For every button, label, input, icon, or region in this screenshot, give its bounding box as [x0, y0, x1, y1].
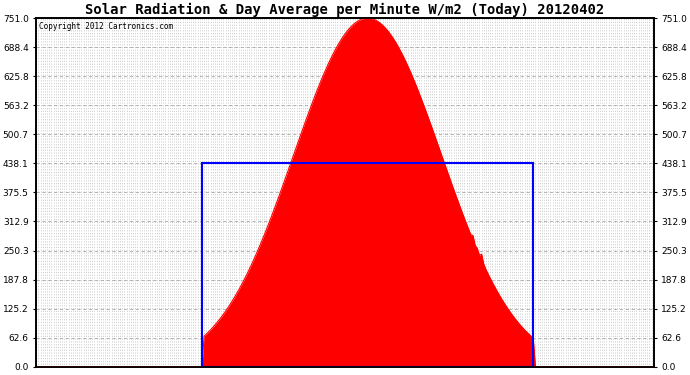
Text: Copyright 2012 Cartronics.com: Copyright 2012 Cartronics.com [39, 22, 173, 31]
Title: Solar Radiation & Day Average per Minute W/m2 (Today) 20120402: Solar Radiation & Day Average per Minute… [86, 3, 604, 17]
Bar [202, 164, 533, 367]
